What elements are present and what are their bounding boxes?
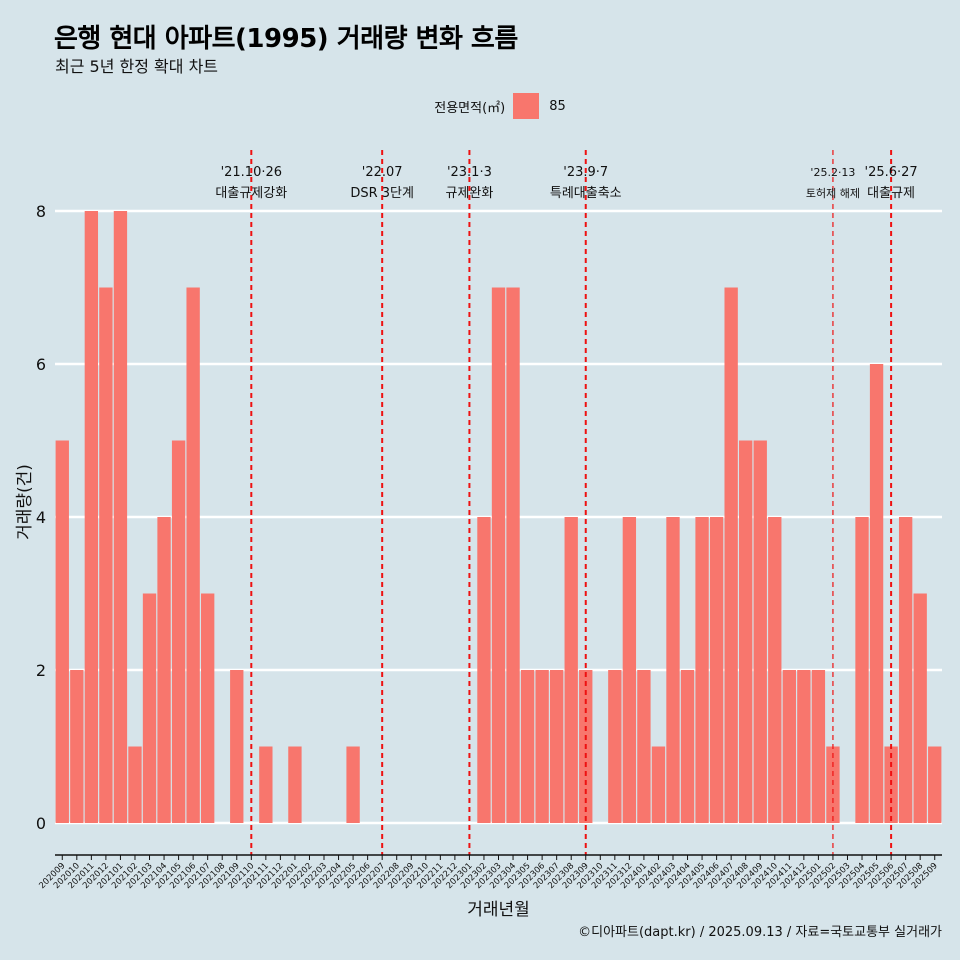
legend-title: 전용면적(㎡): [434, 100, 506, 116]
event-name-label: 대출규제: [867, 186, 915, 201]
y-tick-label: 4: [36, 508, 46, 527]
bar: [288, 746, 302, 823]
bar: [869, 364, 884, 823]
bar: [637, 670, 651, 823]
bar: [55, 440, 69, 823]
bar: [171, 440, 186, 823]
bar: [70, 670, 84, 823]
bar: [549, 670, 564, 823]
bar: [811, 670, 826, 823]
event-name-label: 특례대출축소: [550, 186, 622, 201]
caption: ©디아파트(dapt.kr) / 2025.09.13 / 자료=국토교통부 실…: [578, 925, 942, 940]
bar: [113, 211, 128, 823]
bar: [680, 670, 695, 823]
legend-swatch: [513, 93, 540, 119]
chart-title: 은행 현대 아파트(1995) 거래량 변화 흐름: [54, 24, 518, 54]
event-date-label: '25.2·13: [810, 166, 855, 179]
bar: [622, 517, 637, 823]
y-tick-label: 6: [36, 355, 46, 374]
bar: [477, 517, 491, 823]
x-axis-title: 거래년월: [467, 900, 530, 920]
bar: [709, 517, 724, 823]
bar: [753, 440, 767, 823]
y-axis-title: 거래량(건): [15, 464, 35, 540]
event-date-label: '22.07: [362, 165, 403, 180]
event-name-label: 대출규제강화: [215, 186, 287, 201]
bar: [84, 211, 99, 823]
y-tick-label: 2: [36, 661, 46, 680]
bar: [608, 670, 622, 823]
bar: [201, 593, 215, 823]
event-date-label: '21.10·26: [221, 165, 282, 180]
bar: [99, 287, 113, 823]
event-name-label: 토허제 해제: [806, 186, 860, 200]
bar: [346, 746, 360, 823]
event-date-label: '23.9·7: [563, 165, 608, 180]
bar: [782, 670, 796, 823]
bar: [651, 746, 666, 823]
event-date-label: '25.6·27: [865, 165, 918, 180]
bar: [724, 287, 738, 823]
y-tick-label: 0: [36, 814, 46, 833]
bar: [666, 517, 680, 823]
y-tick-label: 8: [36, 202, 46, 221]
bar: [535, 670, 549, 823]
event-name-label: 규제완화: [445, 186, 493, 201]
bar: [564, 517, 578, 823]
bar: [520, 670, 535, 823]
bar: [128, 746, 142, 823]
event-name-label: DSR 3단계: [350, 186, 414, 201]
bar: [259, 746, 273, 823]
bar: [142, 593, 157, 823]
bar: [695, 517, 709, 823]
bar: [739, 440, 753, 823]
bar: [157, 517, 171, 823]
bar: [797, 670, 811, 823]
chart-subtitle: 최근 5년 한정 확대 차트: [55, 57, 219, 76]
legend: 전용면적(㎡) 85: [0, 93, 960, 119]
bar: [913, 593, 927, 823]
bar: [768, 517, 782, 823]
event-date-label: '23.1·3: [447, 165, 492, 180]
bar: [855, 517, 869, 823]
bar: [230, 670, 244, 823]
bar: [506, 287, 520, 823]
bar: [186, 287, 200, 823]
legend-label: 85: [549, 98, 566, 114]
bar: [928, 746, 942, 823]
bar: [491, 287, 506, 823]
bar: [898, 517, 913, 823]
